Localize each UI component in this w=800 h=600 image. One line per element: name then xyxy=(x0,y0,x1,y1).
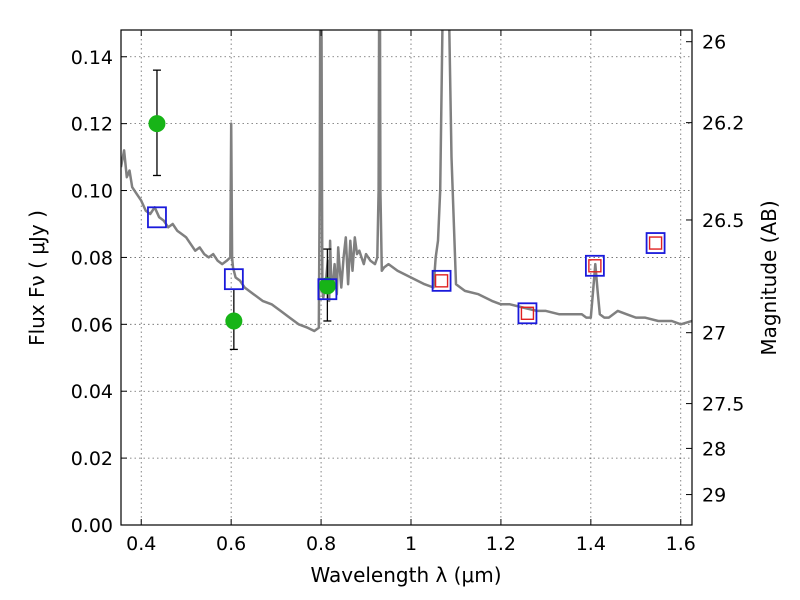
x-tick-label: 1.6 xyxy=(666,533,696,555)
grid xyxy=(121,30,692,526)
model-photometry-square xyxy=(517,302,538,325)
model-photometry-square xyxy=(645,232,666,254)
y-tick-label: 0.06 xyxy=(71,314,113,336)
y2-tick-label: 26 xyxy=(702,32,726,54)
axes-frame xyxy=(120,29,693,526)
x-tick-label: 1.2 xyxy=(486,533,516,555)
x-axis-ticks: 0.4 0.6 0.8 1 1.2 1.4 1.6 xyxy=(126,30,696,555)
nir-photometry-square xyxy=(588,259,602,273)
nir-photometry-square xyxy=(648,236,663,250)
y2-tick-label: 26.5 xyxy=(702,210,744,232)
nir-photometry-square xyxy=(520,306,535,320)
observed-point xyxy=(318,277,336,295)
y-tick-label: 0.00 xyxy=(71,515,113,537)
x-tick-label: 0.6 xyxy=(216,533,246,555)
y-tick-label: 0.10 xyxy=(71,181,113,203)
y2-tick-label: 27 xyxy=(702,323,726,345)
y-axis-ticks: 0.00 0.02 0.04 0.06 0.08 0.10 0.12 0.14 xyxy=(71,47,127,537)
y-tick-label: 0.14 xyxy=(71,47,113,69)
x-tick-label: 1.4 xyxy=(576,533,606,555)
y-tick-label: 0.12 xyxy=(71,114,113,136)
plot-frame xyxy=(120,29,693,526)
model-photometry-square xyxy=(584,254,605,277)
y-tick-label: 0.02 xyxy=(71,448,113,470)
model-photometry-square xyxy=(223,268,244,291)
model-photometry-square xyxy=(317,278,338,301)
y-tick-label: 0.04 xyxy=(71,381,113,403)
x-tick-label: 1 xyxy=(405,533,417,555)
y2-tick-label: 28 xyxy=(702,438,726,460)
x-tick-label: 0.8 xyxy=(306,533,336,555)
observed-point xyxy=(225,312,243,330)
x-tick-label: 0.4 xyxy=(126,533,156,555)
observed-point xyxy=(148,115,166,133)
model-spectrum-line xyxy=(121,30,692,333)
nir-photometry-square xyxy=(434,274,449,288)
y2-tick-label: 27.5 xyxy=(702,394,744,416)
model-photometry-square xyxy=(431,269,452,292)
x-axis-label: Wavelength λ (μm) xyxy=(310,563,501,587)
y2-axis-label: Magnitude (AB) xyxy=(757,200,781,355)
y-tick-label: 0.08 xyxy=(71,247,113,269)
y2-tick-label: 26.2 xyxy=(702,113,744,135)
plot-area xyxy=(121,30,692,351)
y2-tick-label: 29 xyxy=(702,485,726,507)
y-axis-label: Flux Fν ( μJy ) xyxy=(25,210,49,346)
y2-axis-ticks: 26 26.2 26.5 27 27.5 28 29 xyxy=(686,32,744,507)
model-photometry-square xyxy=(147,206,167,229)
